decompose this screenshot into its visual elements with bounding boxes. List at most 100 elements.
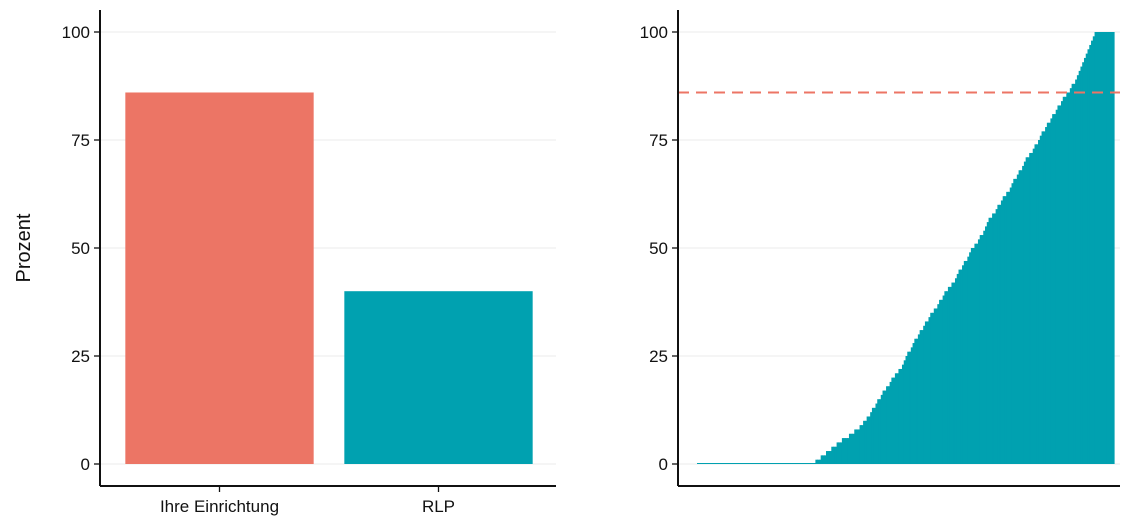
bar — [1006, 191, 1009, 464]
bar — [788, 463, 792, 464]
bar — [979, 235, 983, 464]
bar — [817, 459, 820, 464]
bar — [714, 463, 718, 464]
bar — [949, 286, 953, 464]
bar — [755, 463, 758, 464]
bar — [794, 463, 797, 464]
y-axis-title: Prozent — [13, 213, 35, 282]
bar — [1098, 32, 1101, 464]
bar — [1060, 101, 1064, 465]
bar — [1030, 152, 1034, 464]
bar — [1085, 53, 1089, 464]
bar — [946, 291, 949, 464]
bar — [924, 321, 928, 464]
bar — [344, 291, 533, 464]
bar — [833, 446, 836, 464]
bar — [776, 463, 779, 464]
bar — [1091, 40, 1094, 464]
bar — [772, 463, 776, 464]
bar — [856, 429, 859, 464]
bar — [871, 407, 875, 464]
bar — [818, 459, 822, 464]
bar — [986, 222, 990, 464]
bar — [1092, 36, 1096, 464]
bar — [857, 429, 861, 464]
bar — [932, 312, 935, 464]
bar — [891, 377, 894, 464]
bar — [1013, 178, 1016, 464]
bar — [852, 433, 855, 464]
bar — [1036, 144, 1039, 464]
bar — [698, 463, 702, 464]
y-tick-label: 75 — [649, 131, 668, 150]
bar — [1025, 157, 1029, 464]
bar — [1027, 157, 1030, 464]
bar — [864, 420, 868, 464]
bar — [739, 463, 742, 464]
bar — [917, 334, 921, 464]
bar — [734, 463, 737, 464]
bar — [757, 463, 760, 464]
bar — [795, 463, 799, 464]
bar — [896, 373, 900, 464]
bar — [732, 463, 735, 464]
y-tick-label: 75 — [71, 131, 90, 150]
bar — [797, 463, 801, 464]
bar — [1069, 88, 1073, 464]
bar — [799, 463, 802, 464]
bar — [716, 463, 719, 464]
bar — [993, 213, 997, 464]
bar — [838, 442, 841, 464]
bar — [951, 282, 954, 464]
bar — [905, 356, 908, 464]
bar — [753, 463, 756, 464]
bar — [1082, 62, 1085, 465]
bar — [705, 463, 709, 464]
bar — [764, 463, 767, 464]
bar — [1078, 70, 1082, 464]
y-tick-label: 50 — [649, 239, 668, 258]
bar — [870, 412, 873, 464]
bar — [954, 278, 958, 464]
bar — [829, 451, 832, 464]
bar — [737, 463, 741, 464]
bar — [903, 360, 907, 464]
bar — [711, 463, 714, 464]
bar — [1108, 32, 1112, 464]
bar — [746, 463, 749, 464]
bar — [1002, 196, 1006, 464]
bar — [1045, 127, 1048, 464]
bar — [884, 390, 887, 464]
bar — [808, 463, 811, 464]
y-tick-label: 25 — [649, 347, 668, 366]
bar — [762, 463, 765, 464]
bar — [704, 463, 707, 464]
bar — [875, 403, 878, 464]
bar — [778, 463, 781, 464]
bar — [1064, 96, 1067, 465]
bar — [1066, 92, 1069, 464]
bar — [1053, 114, 1057, 464]
bar — [956, 273, 960, 464]
bar — [930, 312, 933, 464]
bar — [889, 381, 892, 464]
bar — [1016, 174, 1020, 464]
bar — [910, 347, 914, 464]
bar — [735, 463, 739, 464]
y-tick-label: 100 — [640, 23, 668, 42]
bar — [792, 463, 795, 464]
bar — [741, 463, 744, 464]
bar — [803, 463, 806, 464]
bar — [1050, 118, 1053, 465]
bar — [947, 286, 951, 464]
bar — [898, 368, 901, 464]
bar — [820, 455, 824, 464]
bar — [1106, 32, 1110, 464]
bar — [937, 304, 940, 464]
bar — [894, 373, 898, 464]
bar — [1000, 200, 1004, 465]
x-tick-label: RLP — [422, 497, 455, 516]
bar — [1015, 178, 1018, 464]
